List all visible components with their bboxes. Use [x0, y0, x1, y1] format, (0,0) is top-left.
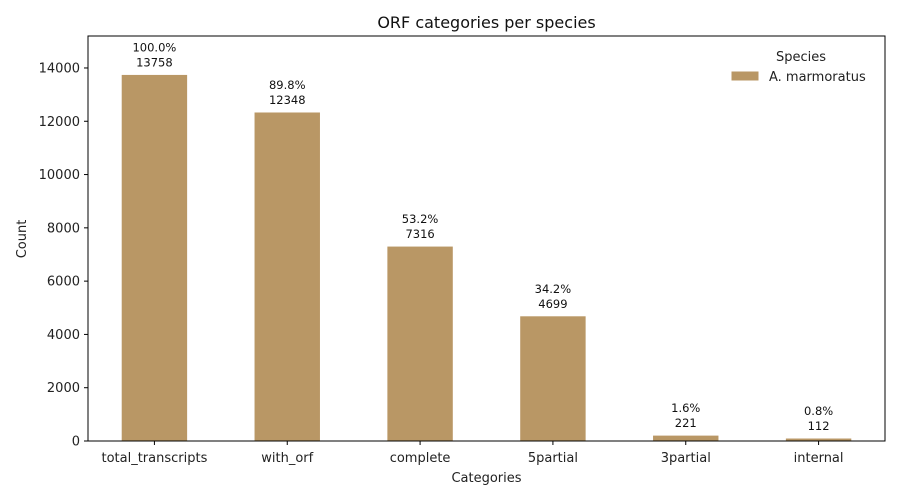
- bar-percent-label-complete: 53.2%: [402, 212, 439, 226]
- bar-percent-label-5partial: 34.2%: [535, 282, 572, 296]
- y-axis-title: Count: [15, 220, 30, 259]
- bar-3partial: [652, 434, 720, 442]
- bar-count-label-internal: 112: [808, 419, 830, 433]
- x-tick-label-with_orf: with_orf: [261, 451, 313, 466]
- x-axis-title: Categories: [451, 471, 521, 486]
- legend: Species A. marmoratus: [730, 50, 866, 85]
- bar-count-label-3partial: 221: [675, 416, 697, 430]
- y-tick-label-10000: 10000: [39, 168, 80, 183]
- bar-percent-label-3partial: 1.6%: [671, 401, 700, 415]
- x-tick-label-5partial: 5partial: [528, 451, 578, 466]
- legend-title: Species: [776, 50, 826, 65]
- plot-frame: [87, 35, 886, 442]
- y-tick-label-0: 0: [72, 435, 80, 450]
- x-tick-label-3partial: 3partial: [661, 451, 711, 466]
- bars-group: [120, 73, 853, 442]
- bar-total_transcripts: [120, 73, 189, 442]
- data-labels-group: 100.0%13758 89.8%12348 53.2%7316 34.2%4699 1…: [132, 40, 833, 433]
- y-tick-label-8000: 8000: [47, 221, 80, 236]
- y-tick-label-12000: 12000: [39, 115, 80, 130]
- bar-percent-label-total_transcripts: 100.0%: [132, 40, 176, 54]
- x-tick-label-total_transcripts: total_transcripts: [101, 451, 207, 466]
- y-tick-label-14000: 14000: [39, 61, 80, 76]
- y-axis-ticks: 0 2000 4000 6000 8000 10000 12000 14000: [39, 61, 88, 450]
- x-axis-ticks: total_transcripts with_orf complete 5partia…: [101, 441, 844, 466]
- bar-5partial: [519, 315, 587, 442]
- legend-swatch: [730, 70, 760, 82]
- bar-with_orf: [253, 111, 321, 442]
- bar-percent-label-with_orf: 89.8%: [269, 78, 306, 92]
- x-tick-label-complete: complete: [390, 451, 451, 466]
- bar-percent-label-internal: 0.8%: [804, 404, 833, 418]
- bar-count-label-5partial: 4699: [538, 297, 567, 311]
- bar-complete: [386, 245, 454, 442]
- legend-entry-label: A. marmoratus: [769, 70, 866, 85]
- bar-count-label-total_transcripts: 13758: [136, 55, 173, 69]
- plot-area: 100.0%13758 89.8%12348 53.2%7316 34.2%4699 1…: [39, 35, 886, 466]
- y-tick-label-6000: 6000: [47, 275, 80, 290]
- y-tick-label-4000: 4000: [47, 328, 80, 343]
- x-tick-label-internal: internal: [794, 451, 844, 466]
- bar-count-label-complete: 7316: [405, 227, 434, 241]
- y-tick-label-2000: 2000: [47, 381, 80, 396]
- bar-count-label-with_orf: 12348: [269, 93, 306, 107]
- chart-title: ORF categories per species: [377, 13, 595, 32]
